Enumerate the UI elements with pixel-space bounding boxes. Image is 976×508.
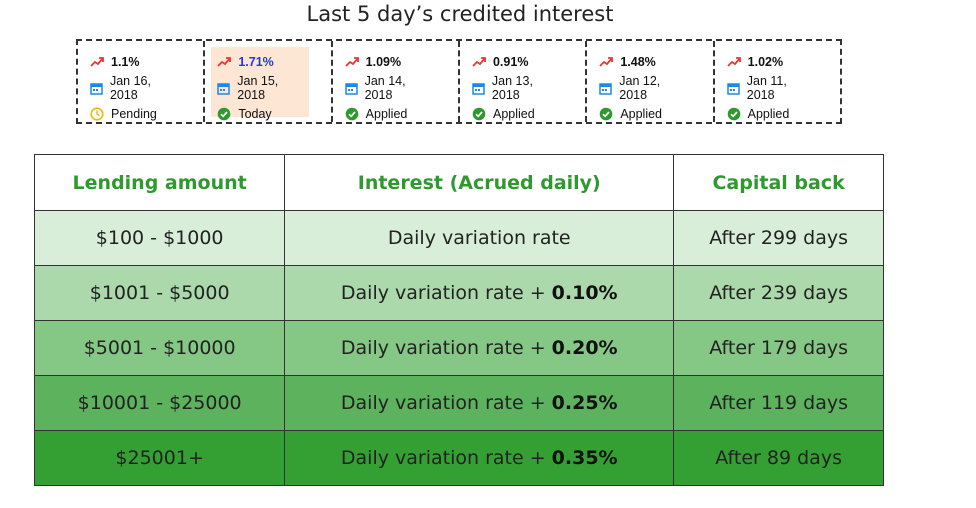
card-rate: 1.1% (111, 55, 140, 69)
cell-interest: Daily variation rate + 0.35% (284, 430, 675, 486)
header-lending-amount: Lending amount (33, 154, 286, 211)
card-date: Jan 13, 2018 (491, 74, 533, 102)
lending-table: Lending amount Interest (Acrued daily) C… (33, 154, 884, 486)
interest-cards: 1.1% Jan 16, 2018 Pending 1.71% Jan 15, … (76, 39, 842, 124)
card-body: 1.48% Jan 12, 2018 Applied (593, 47, 691, 121)
interest-card: 1.1% Jan 16, 2018 Pending (78, 41, 206, 122)
card-status: Today (238, 107, 272, 121)
cell-lending-amount: $10001 - $25000 (33, 375, 286, 431)
card-rate: 1.71% (238, 55, 274, 69)
check-circle-icon (215, 107, 233, 121)
cell-interest: Daily variation rate (284, 210, 675, 266)
interest-card: 1.71% Jan 15, 2018 Today (205, 41, 333, 122)
page-title: Last 5 day’s credited interest (306, 2, 614, 26)
card-body: 1.71% Jan 15, 2018 Today (211, 47, 310, 121)
check-circle-icon (725, 107, 743, 121)
card-body: 0.91% Jan 13, 2018 Applied (466, 47, 564, 121)
table-row: $5001 - $10000 Daily variation rate + 0.… (33, 320, 884, 376)
cell-capital-back: After 299 days (673, 210, 884, 266)
trend-up-icon (88, 57, 106, 67)
calendar-icon (343, 82, 360, 95)
interest-text: Daily variation rate (387, 227, 571, 249)
cell-lending-amount: $5001 - $10000 (33, 320, 286, 376)
header-capital-back: Capital back (673, 154, 884, 211)
table-row: $1001 - $5000 Daily variation rate + 0.1… (33, 265, 884, 321)
check-circle-icon (470, 107, 488, 121)
interest-card: 1.09% Jan 14, 2018 Applied (333, 41, 460, 122)
table-row: $10001 - $25000 Daily variation rate + 0… (33, 375, 884, 431)
table-header-row: Lending amount Interest (Acrued daily) C… (33, 154, 884, 211)
card-body: 1.02% Jan 11, 2018 Applied (721, 47, 819, 121)
interest-bonus: 0.20% (551, 337, 618, 359)
cell-lending-amount: $100 - $1000 (33, 210, 286, 266)
card-status: Pending (111, 107, 157, 121)
interest-text: Daily variation rate + (340, 282, 552, 304)
interest-card: 0.91% Jan 13, 2018 Applied (460, 41, 588, 122)
interest-bonus: 0.10% (551, 282, 618, 304)
cell-interest: Daily variation rate + 0.10% (284, 265, 675, 321)
cell-lending-amount: $1001 - $5000 (33, 265, 286, 321)
interest-bonus: 0.35% (551, 447, 618, 469)
interest-text: Daily variation rate + (340, 447, 552, 469)
cell-interest: Daily variation rate + 0.25% (284, 375, 675, 431)
interest-text: Daily variation rate + (340, 392, 552, 414)
calendar-icon (597, 82, 614, 95)
card-rate: 1.09% (365, 55, 402, 69)
trend-up-icon (597, 57, 615, 67)
check-circle-icon (343, 107, 361, 121)
card-status: Applied (747, 107, 790, 121)
interest-bonus: 0.25% (551, 392, 618, 414)
cell-interest: Daily variation rate + 0.20% (284, 320, 675, 376)
card-date: Jan 14, 2018 (364, 74, 406, 102)
cell-capital-back: After 179 days (673, 320, 884, 376)
interest-text: Daily variation rate + (340, 337, 552, 359)
card-rate: 1.02% (747, 55, 784, 69)
card-body: 1.1% Jan 16, 2018 Pending (84, 47, 182, 121)
card-status: Applied (492, 107, 535, 121)
cell-capital-back: After 119 days (673, 375, 884, 431)
calendar-icon (470, 82, 487, 95)
card-date: Jan 16, 2018 (109, 74, 151, 102)
table-row: $100 - $1000 Daily variation rate After … (33, 210, 884, 266)
card-rate: 1.48% (620, 55, 656, 69)
card-date: Jan 15, 2018 (237, 74, 279, 102)
interest-card: 1.48% Jan 12, 2018 Applied (587, 41, 715, 122)
trend-up-icon (725, 57, 743, 67)
card-date: Jan 12, 2018 (619, 74, 661, 102)
card-date: Jan 11, 2018 (746, 74, 787, 102)
cell-capital-back: After 239 days (673, 265, 884, 321)
calendar-icon (215, 82, 232, 95)
calendar-icon (725, 82, 742, 95)
interest-card: 1.02% Jan 11, 2018 Applied (715, 41, 840, 122)
card-body: 1.09% Jan 14, 2018 Applied (339, 47, 437, 121)
trend-up-icon (343, 57, 361, 67)
check-circle-icon (597, 107, 615, 121)
header-interest: Interest (Acrued daily) (284, 154, 675, 211)
cell-lending-amount: $25001+ (33, 430, 286, 486)
trend-up-icon (215, 57, 233, 67)
card-status: Applied (620, 107, 663, 121)
clock-icon (88, 107, 106, 121)
table-row: $25001+ Daily variation rate + 0.35% Aft… (33, 430, 884, 486)
card-rate: 0.91% (492, 55, 529, 69)
trend-up-icon (470, 57, 488, 67)
calendar-icon (88, 82, 105, 95)
cell-capital-back: After 89 days (673, 430, 884, 486)
card-status: Applied (365, 107, 408, 121)
